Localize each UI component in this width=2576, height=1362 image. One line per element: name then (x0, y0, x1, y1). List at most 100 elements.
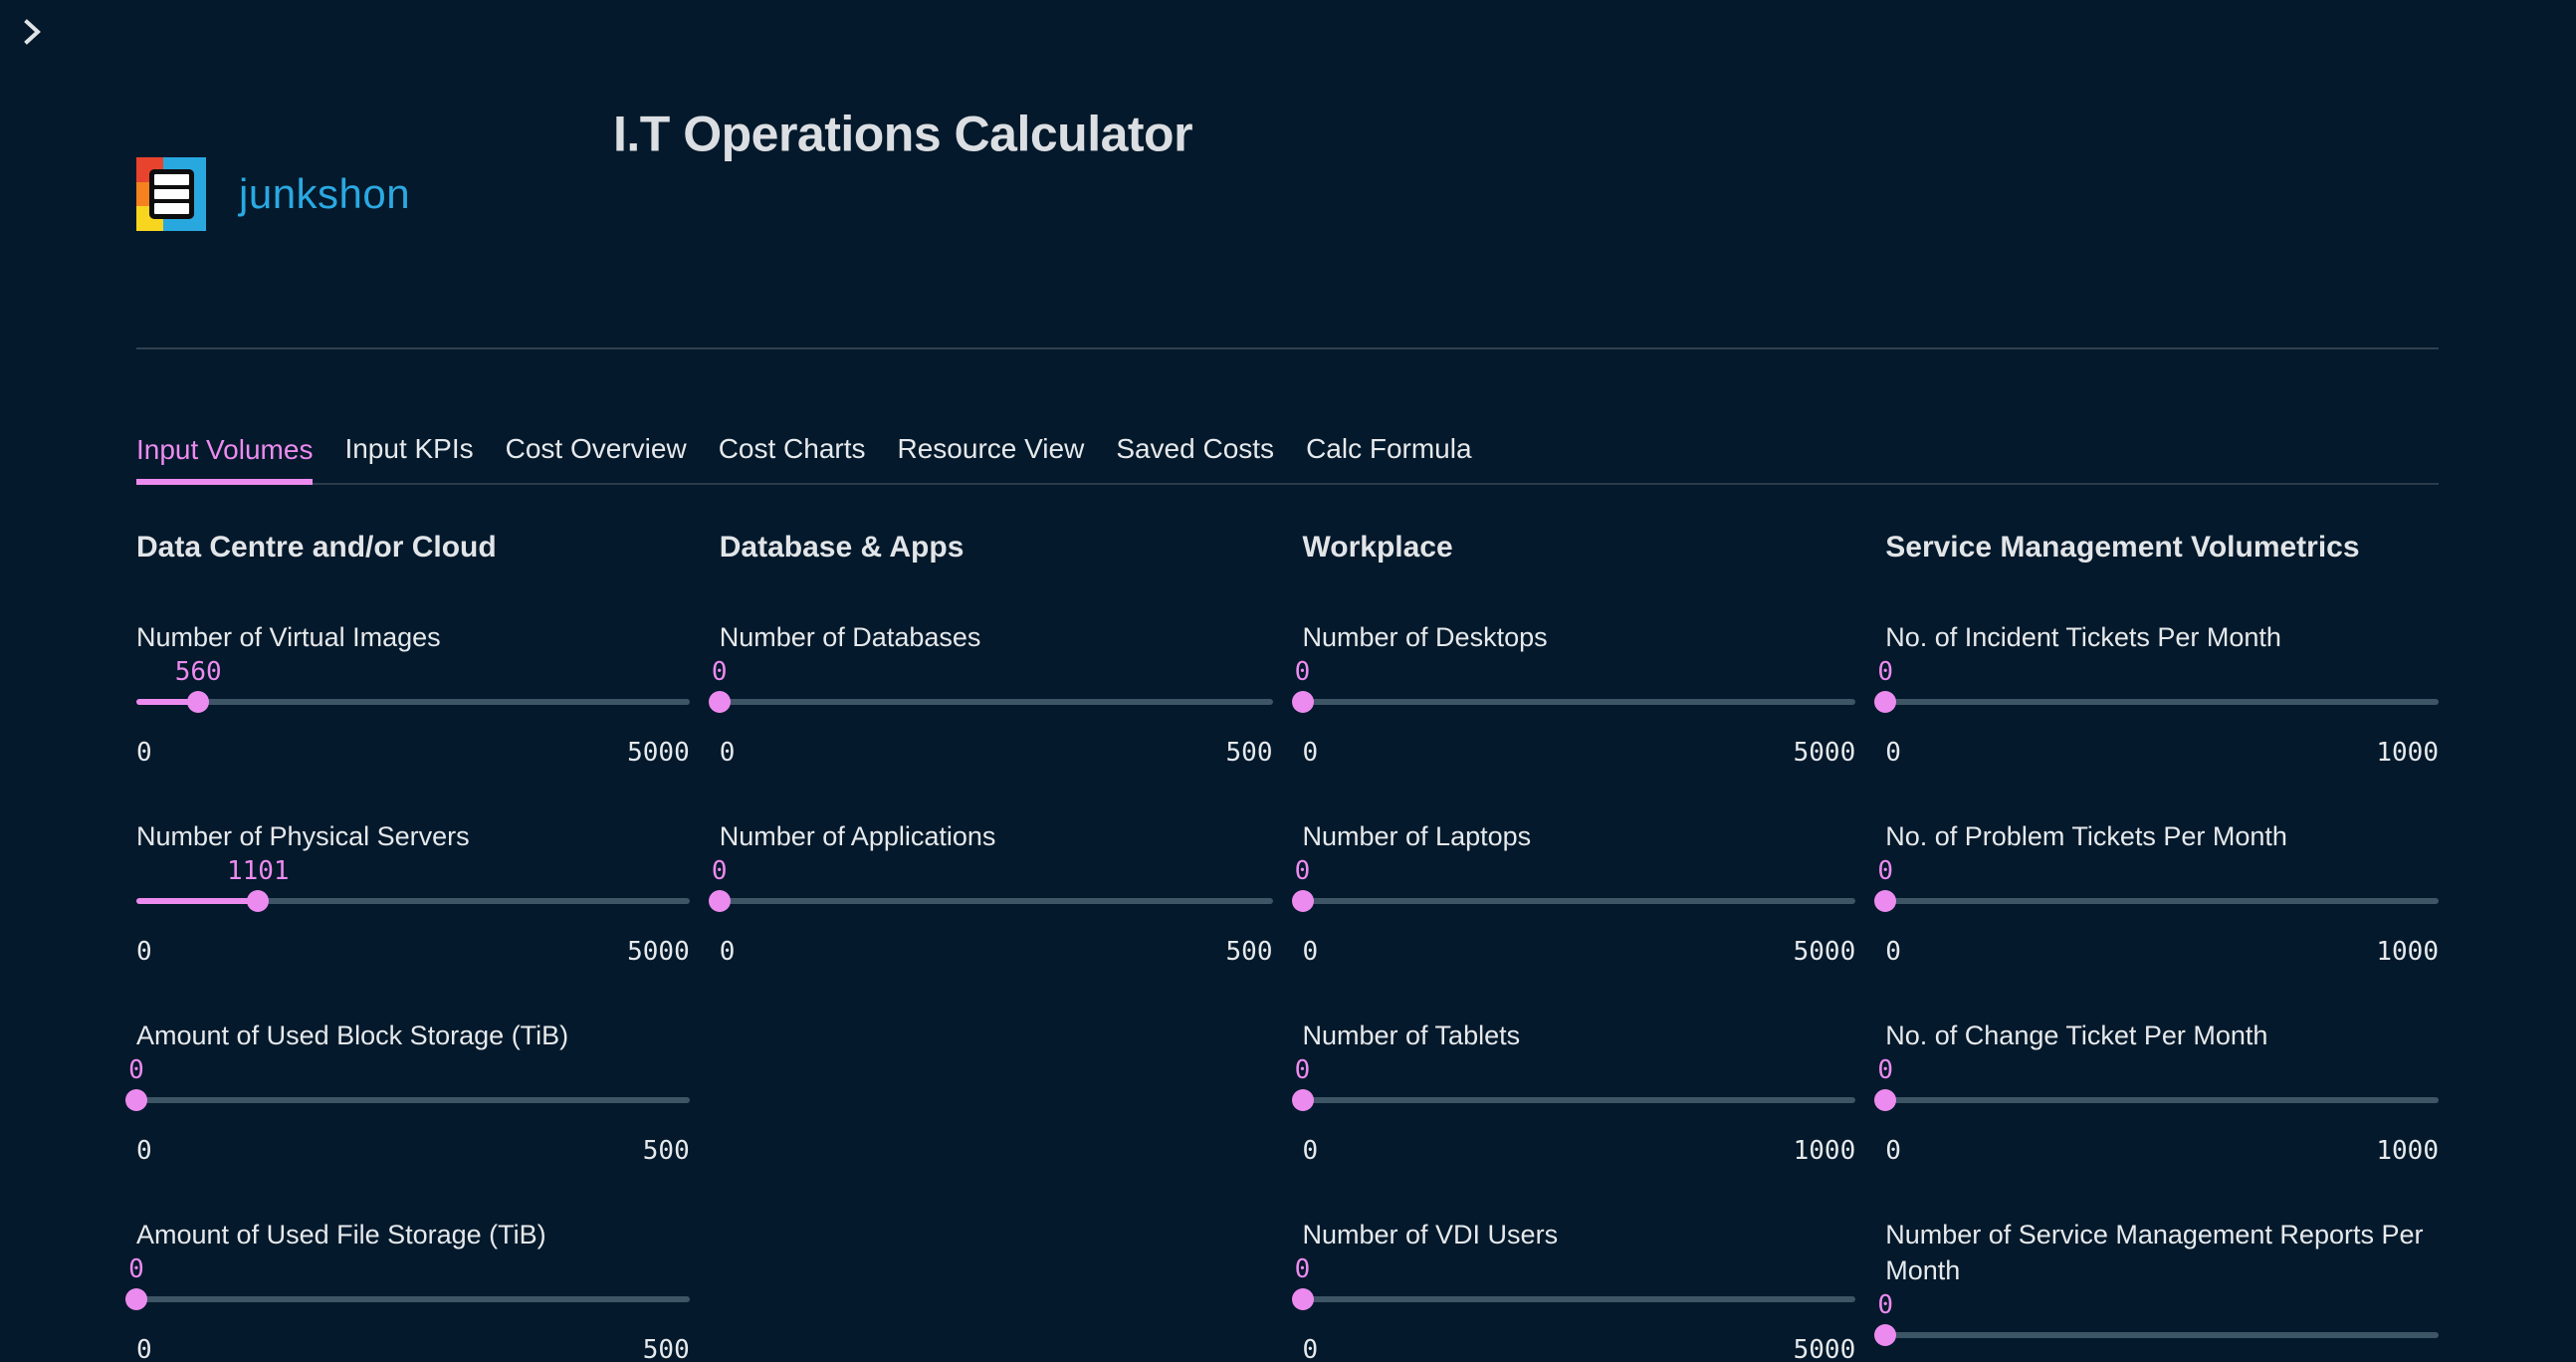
slider-thumb[interactable] (1291, 890, 1314, 912)
slider[interactable]: 1101 (136, 854, 690, 932)
slider-value: 0 (1877, 657, 1894, 687)
slider[interactable]: 0 (1291, 1053, 1856, 1131)
main-content: junkshon I.T Operations Calculator Input… (125, 0, 2439, 1362)
tab-input-volumes[interactable]: Input Volumes (136, 431, 314, 485)
slider[interactable]: 0 (1874, 1053, 2439, 1131)
slider-thumb[interactable] (1874, 1089, 1897, 1111)
slider-thumb[interactable] (708, 890, 731, 912)
slider-track[interactable] (1302, 1097, 1856, 1103)
slider-value: 0 (1877, 1290, 1894, 1320)
slider-value: 0 (711, 657, 728, 687)
slider[interactable]: 0 (1291, 655, 1856, 733)
slider-max: 500 (1225, 937, 1273, 967)
header-divider (136, 347, 2439, 349)
slider-databases: Number of Databases 0 0 500 (708, 619, 1273, 769)
slider-vdi-users: Number of VDI Users 0 0 5000 (1291, 1217, 1856, 1362)
slider-track[interactable] (1302, 898, 1856, 904)
slider-value: 0 (1294, 1055, 1311, 1085)
slider-incident-tickets: No. of Incident Tickets Per Month 0 0 10… (1874, 619, 2439, 769)
slider-label: Number of Laptops (1302, 821, 1532, 851)
slider-track[interactable] (1885, 1332, 2439, 1338)
slider-thumb[interactable] (1874, 890, 1897, 912)
slider-laptops: Number of Laptops 0 0 5000 (1291, 818, 1856, 968)
slider-value: 0 (1294, 657, 1311, 687)
slider[interactable]: 560 (136, 655, 690, 733)
slider-max: 1000 (2376, 1136, 2439, 1166)
slider-max: 5000 (1793, 738, 1856, 768)
tab-resource-view[interactable]: Resource View (898, 431, 1085, 483)
slider-applications: Number of Applications 0 0 500 (708, 818, 1273, 968)
slider-thumb[interactable] (1874, 691, 1897, 713)
slider-thumb[interactable] (708, 691, 731, 713)
slider-max: 1000 (2376, 738, 2439, 768)
brand-name: junkshon (239, 170, 411, 217)
slider-max: 5000 (627, 738, 690, 768)
slider[interactable]: 0 (1291, 1252, 1856, 1330)
column-header: Database & Apps (719, 531, 965, 564)
slider-label: No. of Problem Tickets Per Month (1885, 821, 2287, 851)
column-data-centre: Data Centre and/or Cloud Number of Virtu… (125, 528, 690, 1362)
column-header: Service Management Volumetrics (1885, 531, 2360, 564)
slider-max: 5000 (627, 937, 690, 967)
slider-track[interactable] (1885, 898, 2439, 904)
slider-track[interactable] (1302, 699, 1856, 705)
slider-track[interactable] (136, 898, 690, 904)
slider-min: 0 (1302, 1136, 1319, 1166)
slider-label: Number of Desktops (1302, 622, 1548, 652)
tab-cost-overview[interactable]: Cost Overview (506, 431, 687, 483)
slider[interactable]: 0 (1291, 854, 1856, 932)
slider-min: 0 (136, 1136, 152, 1166)
slider-min: 0 (1885, 738, 1901, 768)
slider-track[interactable] (719, 898, 1273, 904)
slider-thumb[interactable] (1874, 1324, 1897, 1346)
sidebar-expand-button[interactable] (12, 12, 52, 52)
slider-thumb[interactable] (125, 1288, 147, 1310)
slider-thumb[interactable] (247, 890, 270, 912)
chevron-right-icon (24, 19, 41, 45)
junkshon-logo-icon (136, 157, 206, 232)
slider-max: 500 (1225, 738, 1273, 768)
slider-label: Number of Tablets (1302, 1021, 1521, 1050)
slider-track[interactable] (1885, 699, 2439, 705)
slider-min: 0 (719, 738, 736, 768)
tab-cost-charts[interactable]: Cost Charts (719, 431, 866, 483)
list-icon (149, 169, 194, 219)
slider-min: 0 (1302, 738, 1319, 768)
slider-track[interactable] (719, 699, 1273, 705)
slider[interactable]: 0 (1874, 854, 2439, 932)
tab-bar: Input Volumes Input KPIs Cost Overview C… (136, 431, 2439, 485)
slider[interactable]: 0 (708, 854, 1273, 932)
slider-label: Number of Databases (719, 622, 981, 652)
slider-min: 0 (136, 1335, 152, 1362)
slider-track[interactable] (136, 699, 690, 705)
slider-label: Number of VDI Users (1302, 1220, 1559, 1249)
slider-track[interactable] (136, 1097, 690, 1103)
slider-tablets: Number of Tablets 0 0 1000 (1291, 1018, 1856, 1167)
slider-min: 0 (1302, 937, 1319, 967)
slider-track[interactable] (136, 1296, 690, 1302)
slider-problem-tickets: No. of Problem Tickets Per Month 0 0 100… (1874, 818, 2439, 968)
slider-physical-servers: Number of Physical Servers 1101 0 5000 (136, 818, 690, 968)
slider[interactable]: 0 (1874, 655, 2439, 733)
slider-value: 0 (128, 1055, 144, 1085)
slider-thumb[interactable] (1291, 1288, 1314, 1310)
slider[interactable]: 0 (708, 655, 1273, 733)
tab-calc-formula[interactable]: Calc Formula (1306, 431, 1471, 483)
slider[interactable]: 0 (1874, 1288, 2439, 1362)
slider-track[interactable] (1302, 1296, 1856, 1302)
slider-thumb[interactable] (187, 691, 210, 713)
slider-thumb[interactable] (1291, 691, 1314, 713)
slider-block-storage: Amount of Used Block Storage (TiB) 0 0 5… (125, 1018, 690, 1167)
slider[interactable]: 0 (125, 1252, 690, 1330)
slider-label: No. of Incident Tickets Per Month (1885, 622, 2281, 652)
slider-value: 560 (174, 657, 222, 687)
slider[interactable]: 0 (125, 1053, 690, 1131)
slider-thumb[interactable] (125, 1089, 147, 1111)
slider-thumb[interactable] (1291, 1089, 1314, 1111)
tab-saved-costs[interactable]: Saved Costs (1116, 431, 1274, 483)
slider-track[interactable] (1885, 1097, 2439, 1103)
column-workplace: Workplace Number of Desktops 0 0 5000 (1291, 528, 1856, 1362)
slider-min: 0 (1885, 937, 1901, 967)
tab-input-kpis[interactable]: Input KPIs (344, 431, 473, 483)
